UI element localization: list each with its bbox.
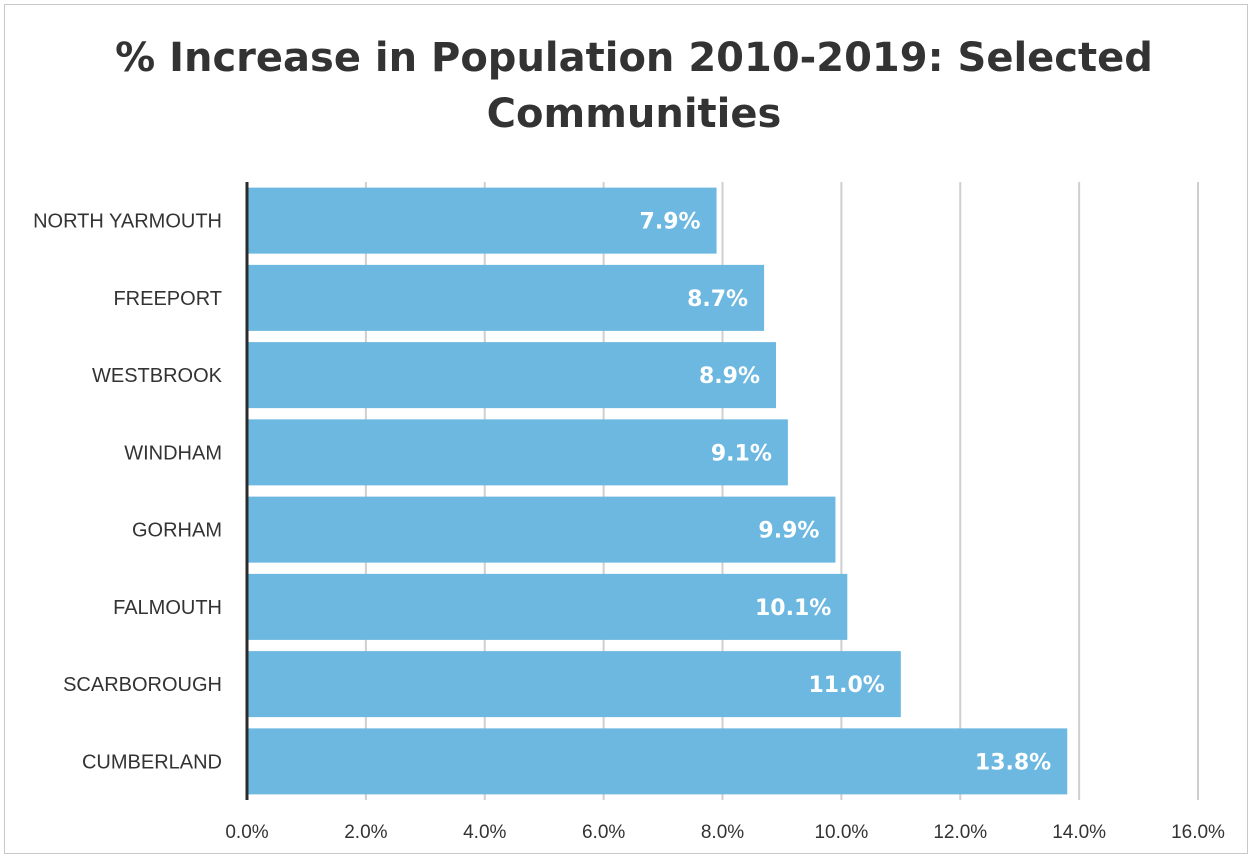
x-tick-label: 10.0% [814, 822, 868, 843]
category-label: FALMOUTH [113, 597, 222, 619]
bar [247, 342, 776, 409]
data-label: 9.1% [711, 441, 772, 466]
chart-title-line-1: % Increase in Population 2010-2019: Sele… [115, 35, 1153, 81]
data-label: 13.8% [975, 750, 1051, 775]
category-labels: NORTH YARMOUTH FREEPORT WESTBROOK WINDHAM GO… [33, 211, 223, 774]
x-tick-label: 8.0% [701, 822, 744, 843]
data-label: 7.9% [640, 210, 701, 235]
data-labels: 7.9% 8.7% 8.9% 9.1% 9.9% 10.1% 11.0% 13.8% [640, 210, 1052, 776]
bar [247, 264, 765, 331]
data-label: 9.9% [758, 519, 819, 544]
data-label: 8.7% [687, 287, 748, 312]
bars [247, 187, 1068, 795]
bar [247, 573, 848, 640]
data-label: 8.9% [699, 364, 760, 389]
bar [247, 651, 901, 718]
x-tick-label: 6.0% [582, 822, 625, 843]
bar [247, 187, 717, 254]
x-tick-label: 4.0% [463, 822, 506, 843]
x-tick-label: 2.0% [344, 822, 387, 843]
bar [247, 496, 836, 563]
chart-title-line-2: Communities [486, 91, 782, 137]
chart-title: % Increase in Population 2010-2019: Sele… [0, 30, 1254, 142]
x-tick-label: 0.0% [225, 822, 268, 843]
category-label: GORHAM [132, 520, 222, 542]
category-label: SCARBOROUGH [63, 674, 222, 696]
x-tick-label: 14.0% [1052, 822, 1106, 843]
data-label: 10.1% [755, 596, 831, 621]
bar [247, 728, 1068, 795]
x-tick-label: 16.0% [1171, 822, 1225, 843]
category-label: WINDHAM [124, 442, 222, 464]
x-tick-label: 12.0% [933, 822, 987, 843]
category-label: CUMBERLAND [82, 751, 222, 773]
category-label: WESTBROOK [92, 365, 223, 387]
bar [247, 419, 788, 486]
category-label: FREEPORT [113, 288, 222, 310]
data-label: 11.0% [808, 673, 884, 698]
category-label: NORTH YARMOUTH [33, 211, 222, 233]
x-tick-labels: 0.0% 2.0% 4.0% 6.0% 8.0% 10.0% 12.0% 14.0% 16.0% [225, 822, 1225, 843]
